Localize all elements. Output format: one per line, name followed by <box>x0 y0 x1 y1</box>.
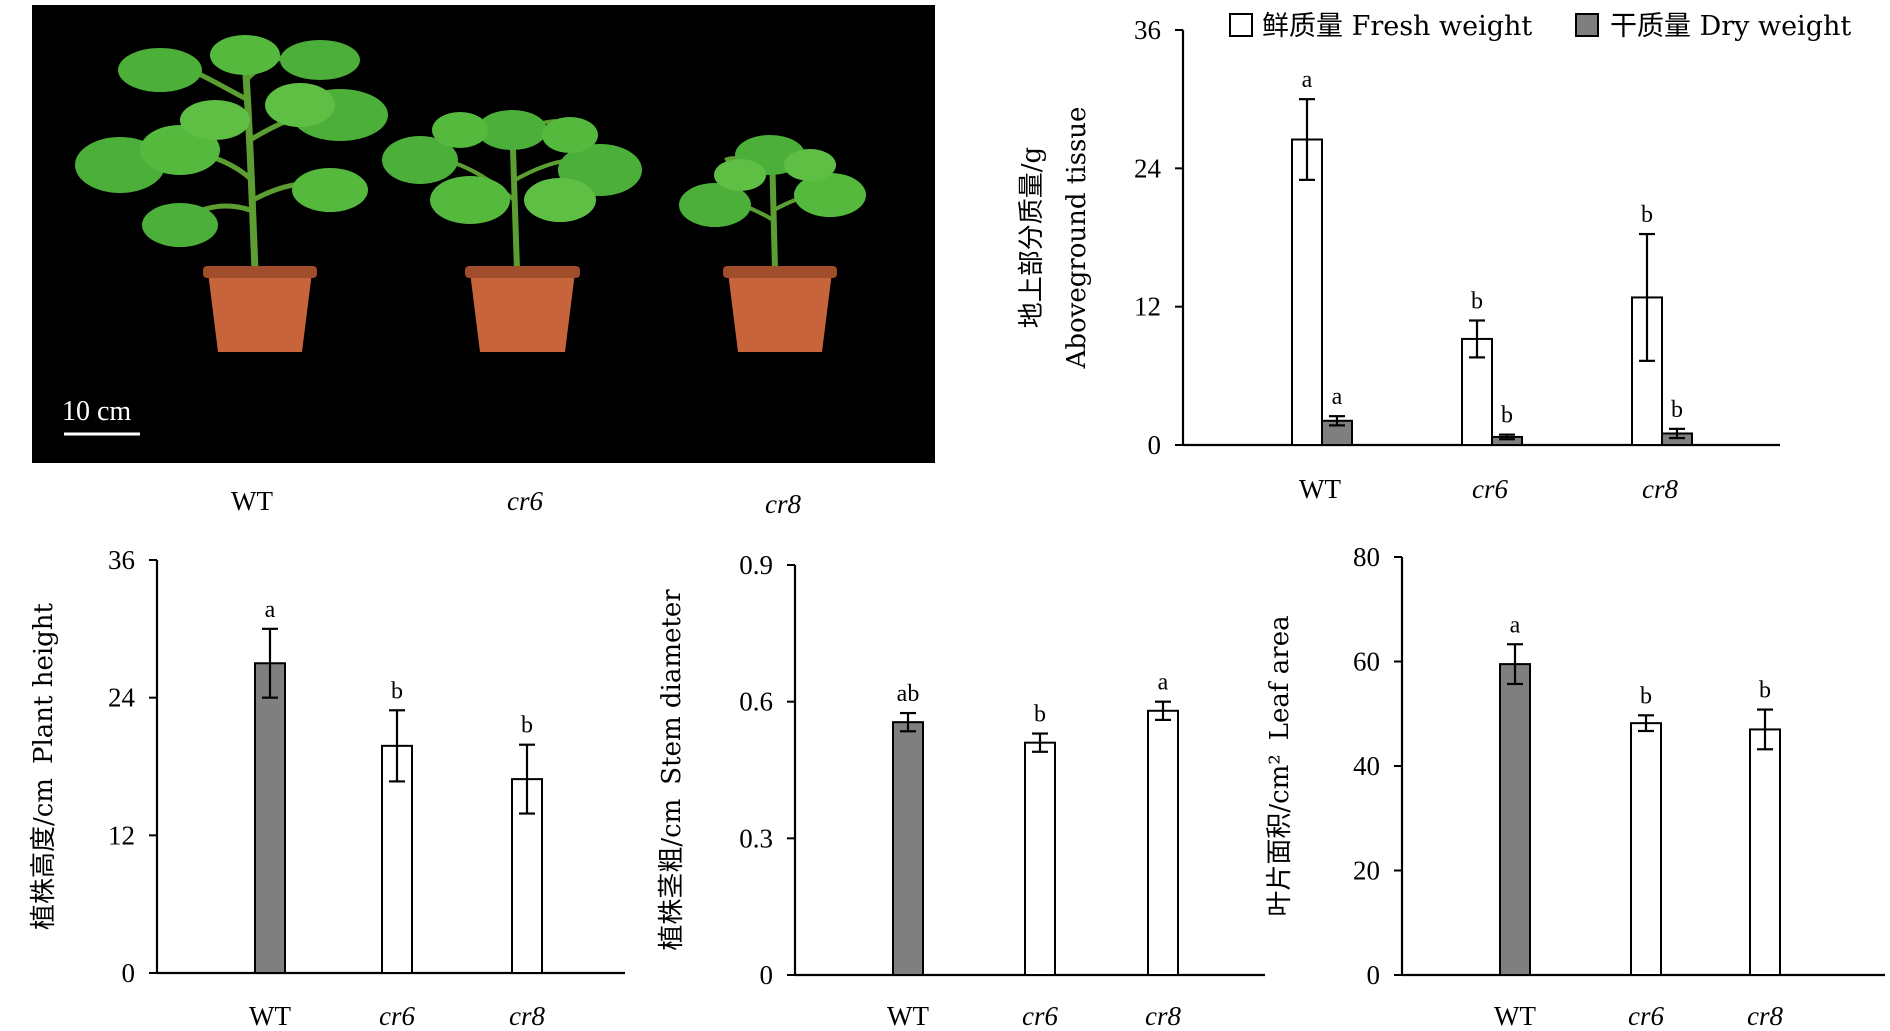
stem-category-label: cr6 <box>1022 1001 1058 1031</box>
height-y-tick-label: 12 <box>108 820 135 850</box>
aboveground-bar <box>1291 138 1323 446</box>
aboveground-significance-label: b <box>1671 397 1683 423</box>
scale-label: 10 cm <box>62 396 131 427</box>
aboveground-y-tick-label: 24 <box>1134 153 1162 183</box>
leaf-ylabel: 叶片面积/cm² Leaf area <box>1265 615 1295 916</box>
height-y-tick-label: 36 <box>108 545 135 575</box>
aboveground-ylabel-cn: 地上部分质量/g <box>1017 147 1047 328</box>
photo-plant-labels: WT cr6 cr8 <box>231 486 801 519</box>
legend-dry-label: 干质量 Dry weight <box>1610 11 1851 42</box>
stem-bar <box>892 721 924 977</box>
height-significance-label: a <box>265 597 276 623</box>
leaf-ylabel-en: Leaf area <box>1265 615 1295 740</box>
height-category-label: cr8 <box>509 1001 545 1031</box>
aboveground-significance-label: b <box>1471 289 1483 315</box>
photo-label-cr8: cr8 <box>765 489 801 519</box>
aboveground-category-label: cr8 <box>1642 474 1678 504</box>
leaf-y-tick-label: 80 <box>1353 542 1380 572</box>
stem-y-tick-label: 0.6 <box>739 687 773 717</box>
leaf-bar <box>1630 722 1662 977</box>
legend-fresh-label: 鲜质量 Fresh weight <box>1262 11 1532 42</box>
height-category-label: WT <box>249 1001 291 1031</box>
legend-swatch-fresh <box>1229 13 1253 37</box>
stem-y-tick-label: 0.3 <box>739 823 773 853</box>
leaf-category-label: cr8 <box>1747 1001 1783 1031</box>
legend-swatch-dry <box>1575 13 1599 37</box>
aboveground-ylabel-en: Aboveground tissue <box>1062 107 1092 370</box>
height-bar <box>381 744 413 974</box>
stem-ylabel-cn: 植株茎粗/cm <box>657 799 687 951</box>
leaf-y-tick-label: 60 <box>1353 647 1380 677</box>
height-bar <box>254 662 286 974</box>
aboveground-category-label: cr6 <box>1472 474 1508 504</box>
leaf-area-chart: 0 20 40 60 80 WT cr6 cr8 叶片面积/cm² Leaf area a b b <box>1265 542 1885 1031</box>
photo-label-wt: WT <box>231 486 273 516</box>
aboveground-y-tick-label: 12 <box>1134 292 1161 322</box>
aboveground-y-tick-label: 36 <box>1134 15 1161 45</box>
height-category-label: cr6 <box>379 1001 415 1031</box>
leaf-y-tick-label: 0 <box>1367 960 1381 990</box>
aboveground-category-label: WT <box>1299 474 1341 504</box>
leaf-significance-label: b <box>1759 678 1771 704</box>
stem-significance-label: b <box>1034 702 1046 728</box>
leaf-significance-label: a <box>1510 612 1521 638</box>
aboveground-significance-label: a <box>1302 67 1313 93</box>
plant-photo: 10 cm <box>32 5 935 463</box>
stem-category-label: cr8 <box>1145 1001 1181 1031</box>
plant-wt-image <box>75 35 388 352</box>
stem-ylabel: 植株茎粗/cm Stem diameter <box>657 589 687 951</box>
leaf-bar <box>1749 728 1781 976</box>
plant-cr8-image <box>679 135 866 352</box>
height-y-tick-label: 0 <box>122 958 136 988</box>
leaf-y-tick-label: 40 <box>1353 751 1380 781</box>
stem-bar <box>1024 741 1056 977</box>
height-significance-label: b <box>391 678 403 704</box>
stem-significance-label: ab <box>897 681 920 707</box>
aboveground-significance-label: b <box>1501 403 1513 429</box>
aboveground-significance-label: a <box>1332 384 1343 410</box>
leaf-significance-label: b <box>1640 683 1652 709</box>
leaf-bar <box>1499 663 1531 976</box>
stem-ylabel-en: Stem diameter <box>657 589 687 785</box>
stem-bar <box>1147 709 1179 976</box>
height-ylabel: 植株高度/cm Plant height <box>29 602 59 930</box>
aboveground-legend: 鲜质量 Fresh weight 干质量 Dry weight <box>1229 11 1851 42</box>
photo-label-cr6: cr6 <box>507 486 543 516</box>
stem-y-tick-label: 0.9 <box>739 550 773 580</box>
plant-cr6-image <box>382 110 642 352</box>
stem-y-tick-label: 0 <box>760 960 774 990</box>
aboveground-significance-label: b <box>1641 202 1653 228</box>
stem-category-label: WT <box>887 1001 929 1031</box>
leaf-category-label: cr6 <box>1628 1001 1664 1031</box>
aboveground-bar <box>1631 296 1663 447</box>
height-ylabel-cn: 植株高度/cm <box>29 778 59 930</box>
aboveground-chart: 0 12 24 36 WT cr6 cr8 地上部分质量/g Aboveground tissu… <box>1017 15 1780 504</box>
height-ylabel-en: Plant height <box>29 602 59 764</box>
plant-height-chart: 0 12 24 36 WT cr6 cr8 植株高度/cm Plant height a b b <box>29 545 625 1031</box>
aboveground-y-tick-label: 0 <box>1148 430 1162 460</box>
stem-significance-label: a <box>1158 670 1169 696</box>
leaf-category-label: WT <box>1494 1001 1536 1031</box>
height-significance-label: b <box>521 713 533 739</box>
height-y-tick-label: 24 <box>108 683 136 713</box>
leaf-ylabel-cn: 叶片面积/cm² <box>1265 754 1295 916</box>
leaf-y-tick-label: 20 <box>1353 856 1380 886</box>
